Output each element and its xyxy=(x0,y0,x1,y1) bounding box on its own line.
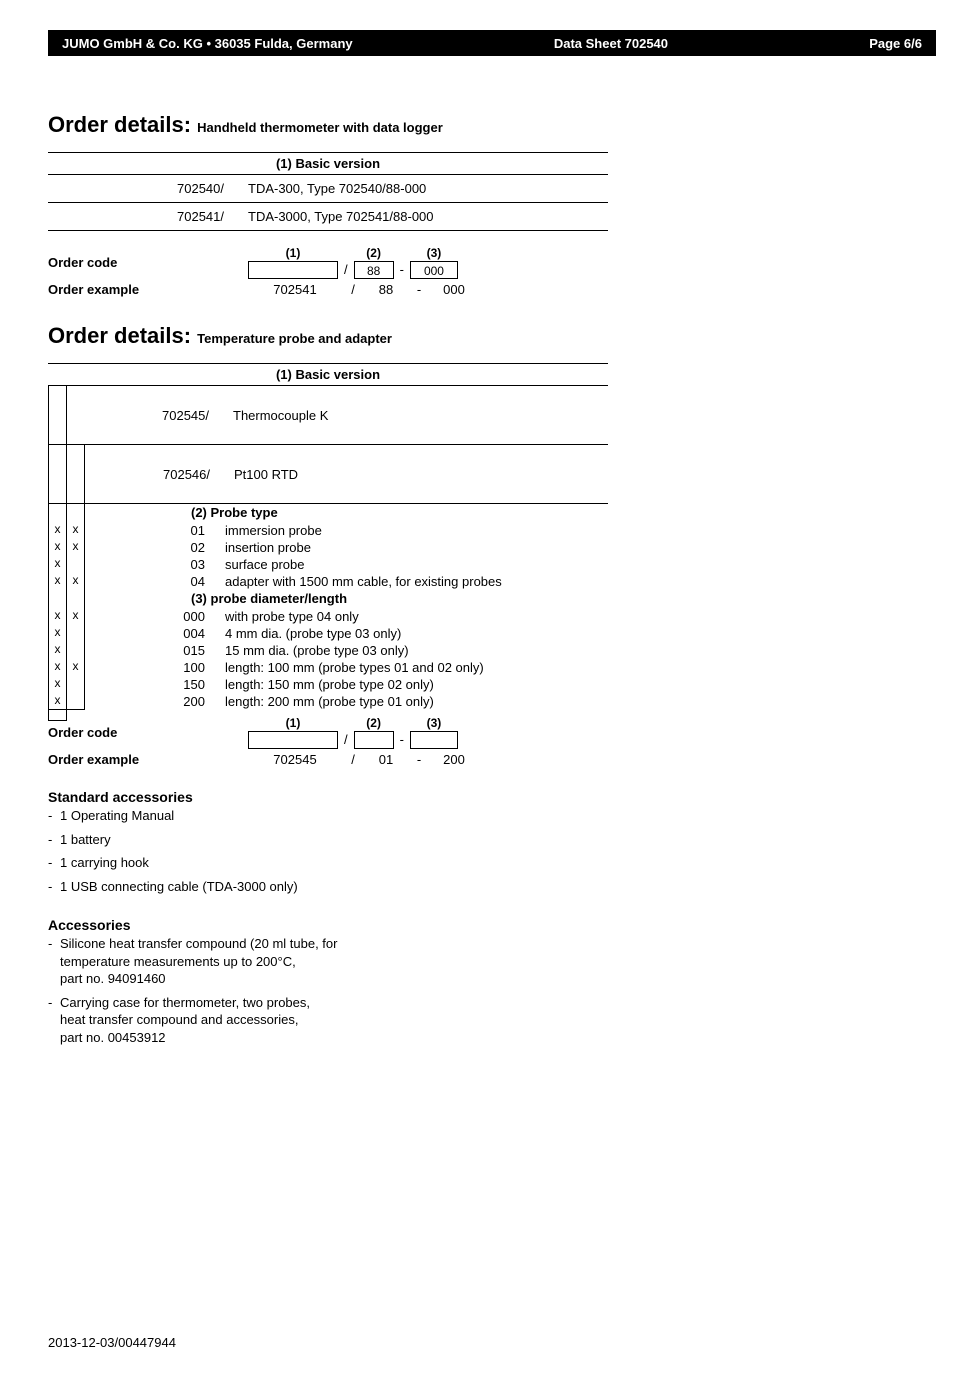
list-item: 1 USB connecting cable (TDA-3000 only) xyxy=(48,878,906,896)
code-cell: 702541/ xyxy=(48,209,248,224)
standard-accessories-title: Standard accessories xyxy=(48,789,906,805)
table-row: 702546/ Pt100 RTD xyxy=(48,445,608,504)
table-head: (1) Basic version xyxy=(48,363,608,386)
section2-title: Order details: Temperature probe and ada… xyxy=(48,323,906,349)
order-code-label: Order code xyxy=(48,725,248,740)
list-item: 1 battery xyxy=(48,831,906,849)
page-header: JUMO GmbH & Co. KG • 36035 Fulda, German… xyxy=(48,30,936,56)
order-code-row: Order code (1) / (2) 88 - (3) 000 xyxy=(48,245,906,279)
section1-title: Order details: Handheld thermometer with… xyxy=(48,112,906,138)
order-code-box-3 xyxy=(410,731,458,749)
header-left: JUMO GmbH & Co. KG • 36035 Fulda, German… xyxy=(62,36,353,51)
order-code-box-2 xyxy=(354,731,394,749)
list-item: 1 carrying hook xyxy=(48,854,906,872)
order-code-box-1 xyxy=(248,731,338,749)
order-example-label: Order example xyxy=(48,752,248,767)
table-row: 702545/ Thermocouple K xyxy=(48,386,608,445)
code-cell: 702546/ xyxy=(85,467,234,482)
code-cell: 702540/ xyxy=(48,181,248,196)
table-row: 702540/ TDA-300, Type 702540/88-000 xyxy=(48,175,608,203)
list-item: Silicone heat transfer compound (20 ml t… xyxy=(48,935,906,988)
order-example-row-2: Order example 702545 / 01 - 200 xyxy=(48,752,906,767)
table-head: (1) Basic version xyxy=(48,152,608,175)
order-code-box-3: 000 xyxy=(410,261,458,279)
order-example-row: Order example 702541 / 88 - 000 xyxy=(48,282,906,297)
standard-accessories-list: 1 Operating Manual 1 battery 1 carrying … xyxy=(48,807,906,895)
thermometer-basic-version-table: (1) Basic version 702540/ TDA-300, Type … xyxy=(48,152,608,231)
code-cell: 702545/ xyxy=(67,408,233,423)
order-code-row-2: Order code (1) / (2) - (3) xyxy=(48,715,906,749)
probe-type-block: x x x x x x x (2) Probe type 01 xyxy=(48,504,608,590)
desc-cell: TDA-300, Type 702540/88-000 xyxy=(248,181,608,196)
order-code-box-1 xyxy=(248,261,338,279)
order-code-box-2: 88 xyxy=(354,261,394,279)
table-row: 702541/ TDA-3000, Type 702541/88-000 xyxy=(48,203,608,231)
order-example-label: Order example xyxy=(48,282,248,297)
page-footer: 2013-12-03/00447944 xyxy=(48,1335,176,1350)
desc-cell: Pt100 RTD xyxy=(234,467,608,482)
desc-cell: TDA-3000, Type 702541/88-000 xyxy=(248,209,608,224)
header-right: Page 6/6 xyxy=(869,36,922,51)
list-item: 1 Operating Manual xyxy=(48,807,906,825)
accessories-list: Silicone heat transfer compound (20 ml t… xyxy=(48,935,906,1046)
order-code-label: Order code xyxy=(48,255,248,270)
desc-cell: Thermocouple K xyxy=(233,408,608,423)
header-center: Data Sheet 702540 xyxy=(554,36,668,51)
probe-diameter-block: x x x x x x x x xyxy=(48,590,608,710)
list-item: Carrying case for thermometer, two probe… xyxy=(48,994,906,1047)
accessories-title: Accessories xyxy=(48,917,906,933)
probe-table: (1) Basic version 702545/ Thermocouple K… xyxy=(48,363,608,721)
